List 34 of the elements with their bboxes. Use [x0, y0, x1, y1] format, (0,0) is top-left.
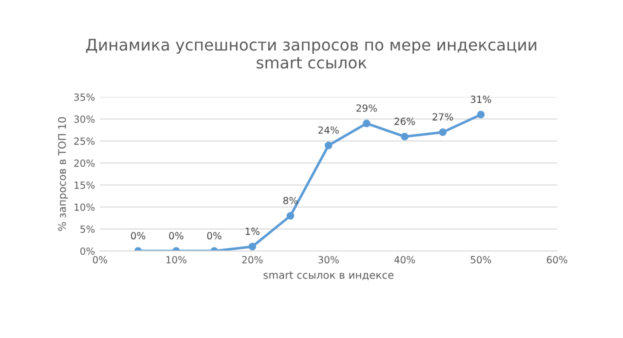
x-tick-label: 40% [394, 256, 415, 264]
x-tick-label: 30% [318, 256, 339, 264]
x-tick-label: 50% [470, 256, 492, 264]
y-tick-label: 20% [74, 159, 95, 167]
y-axis-title: % запросов в ТОП 10 [58, 117, 68, 231]
x-tick-label: 0% [92, 256, 108, 264]
x-tick-label: 60% [546, 256, 568, 264]
chart-title: Динамика успешности запросов по мере индексации smart ссылок [86, 38, 536, 69]
y-tick-label: 0% [80, 247, 95, 255]
point [438, 128, 447, 136]
point [286, 212, 294, 220]
data-label: 27% [432, 113, 454, 121]
data-label: 26% [394, 118, 415, 125]
data-label: 31% [470, 96, 492, 103]
y-tick-label: 15% [74, 181, 95, 189]
data-label: 0% [207, 232, 222, 240]
y-tick-label: 25% [74, 137, 95, 145]
data-label: 8% [283, 196, 298, 204]
y-tick-label: 10% [74, 203, 95, 211]
data-label: 0% [131, 232, 146, 240]
data-label: 29% [356, 104, 377, 112]
x-axis-title: smart ссылок в индексе [264, 271, 394, 280]
point [400, 132, 408, 140]
y-tick-label: 30% [74, 115, 95, 123]
point [324, 142, 332, 150]
point [362, 120, 370, 128]
x-tick-label: 10% [166, 256, 186, 264]
data-label: 1% [246, 228, 260, 235]
x-tick-label: 20% [242, 256, 263, 264]
y-tick-label: 35% [74, 93, 95, 101]
y-tick-label: 5% [80, 225, 95, 233]
data-label: 0% [169, 232, 184, 240]
point [477, 110, 485, 118]
data-label: 24% [318, 126, 339, 134]
